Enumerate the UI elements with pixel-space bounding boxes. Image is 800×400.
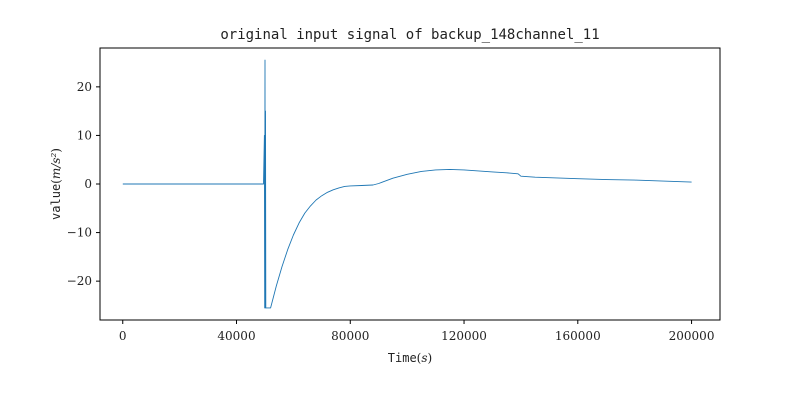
y-tick-label: −20 <box>67 274 92 288</box>
x-tick-label: 40000 <box>217 329 255 343</box>
x-tick-label: 120000 <box>441 329 487 343</box>
series-layer <box>122 59 692 309</box>
x-tick-label: 200000 <box>669 329 715 343</box>
x-tick-label: 0 <box>119 329 127 343</box>
y-tick-label: 10 <box>77 128 92 142</box>
x-axis-label-text: Time <box>388 351 417 365</box>
x-tick-label: 80000 <box>331 329 369 343</box>
y-axis-label-unit: m/s² <box>49 153 63 180</box>
y-tick-label: 20 <box>77 80 92 94</box>
x-axis-label: Time(s) <box>388 351 432 365</box>
x-axis-label-close-paren: ) <box>428 351 433 365</box>
x-axis-ticks: 0 40000 80000 120000 160000 200000 <box>119 320 715 343</box>
y-axis-label-open-paren: ( <box>49 179 63 184</box>
x-tick-label: 160000 <box>555 329 601 343</box>
y-axis-label: value(m/s²) <box>49 148 63 220</box>
x-axis-label-unit: s <box>421 351 427 365</box>
series-line-0 <box>122 59 692 309</box>
y-tick-label: −10 <box>67 226 92 240</box>
y-axis-label-text: value <box>49 184 63 220</box>
y-axis-ticks: −20 −10 0 10 20 <box>67 80 100 288</box>
chart-title: original input signal of backup_148chann… <box>220 27 599 43</box>
y-tick-label: 0 <box>84 177 92 191</box>
x-axis-label-open-paren: ( <box>417 351 422 365</box>
y-axis-label-close-paren: ) <box>49 148 63 153</box>
